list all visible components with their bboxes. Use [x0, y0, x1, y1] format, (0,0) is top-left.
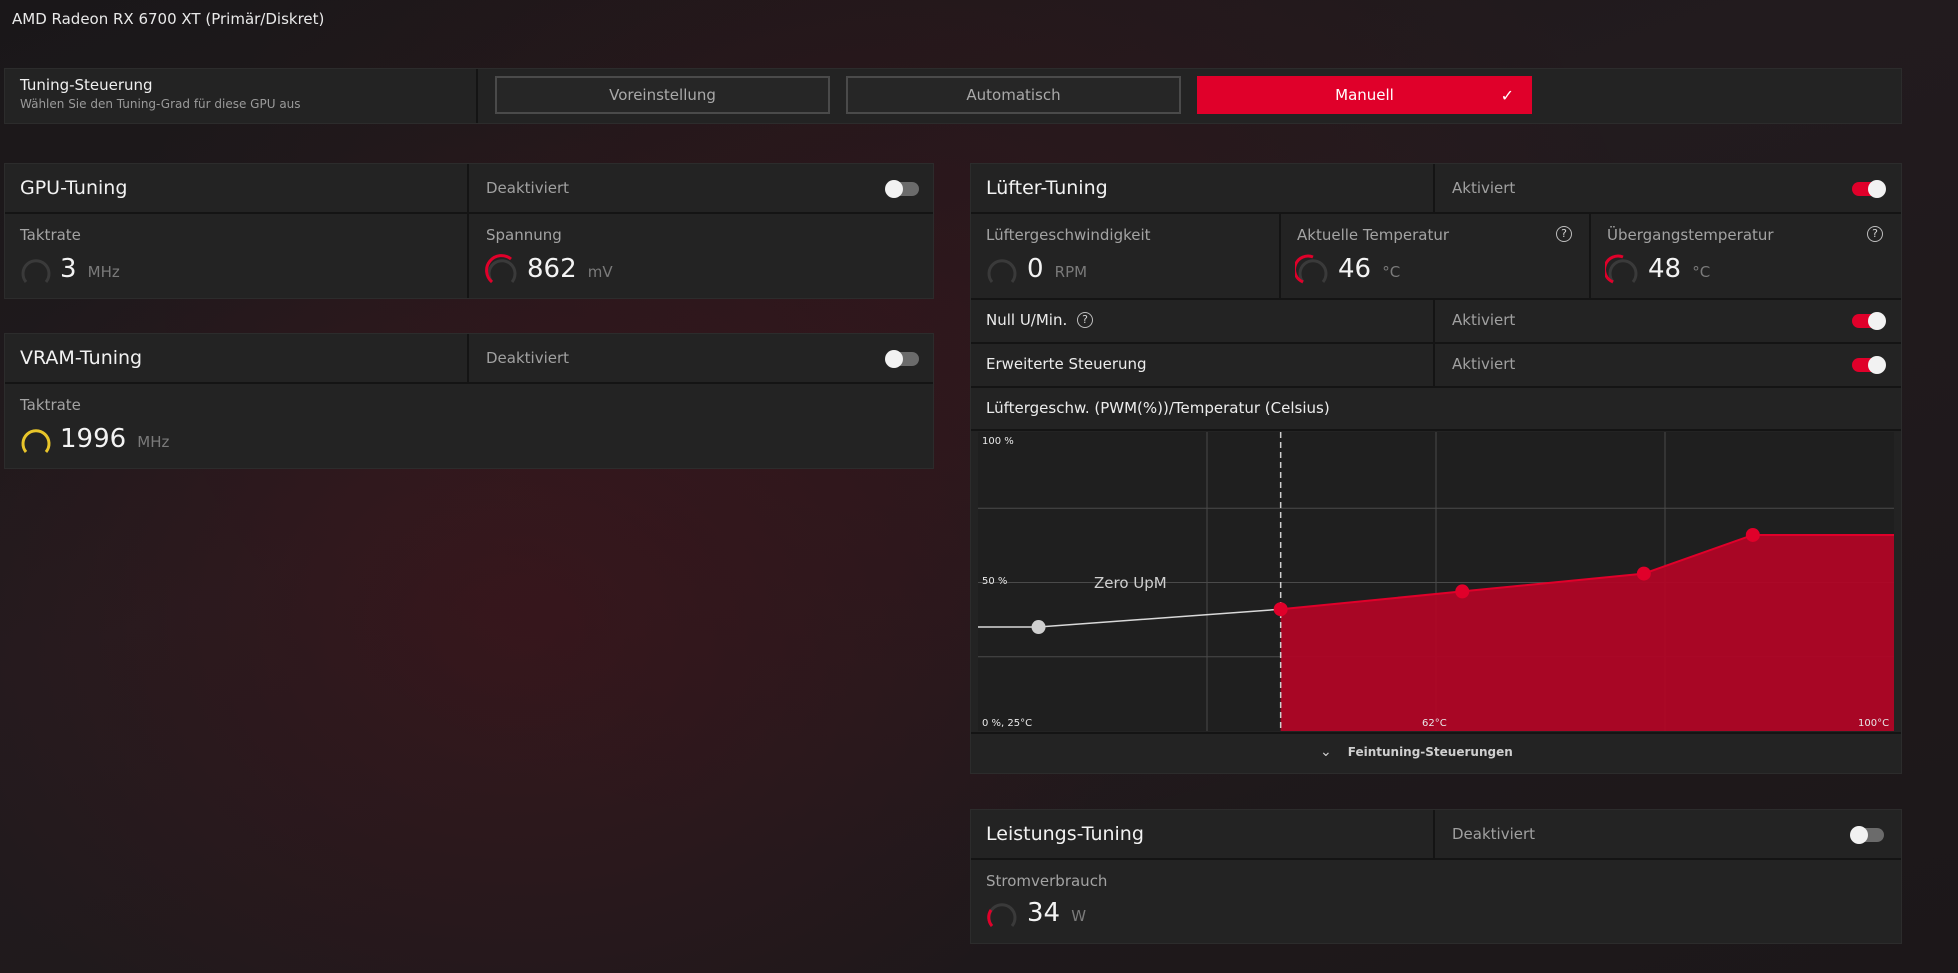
vram-clock-readout: 1996 MHz: [60, 424, 169, 454]
fan-curve-title: Lüftergeschw. (PWM(%))/Temperatur (Celsi…: [986, 399, 1330, 417]
advanced-control-toggle[interactable]: [1852, 356, 1886, 374]
chevron-down-icon: ⌄: [1320, 744, 1332, 760]
curve-point[interactable]: [1636, 566, 1651, 581]
mode-label: Automatisch: [966, 86, 1061, 104]
check-icon: ✓: [1500, 86, 1514, 105]
curve-point[interactable]: [1273, 602, 1288, 617]
vram-tuning-state: Deaktiviert: [486, 349, 570, 367]
gpu-name: AMD Radeon RX 6700 XT (Primär/Diskret): [12, 10, 325, 28]
fan-tuning-title: Lüfter-Tuning: [986, 177, 1108, 199]
gpu-clock-value: 3: [60, 254, 77, 284]
fan-speed-label: Lüftergeschwindigkeit: [986, 226, 1151, 244]
fan-curve-area: [1280, 534, 1894, 731]
fan-speed-value: 0: [1027, 254, 1044, 284]
fan-speed-unit: RPM: [1054, 263, 1088, 281]
gpu-tuning-title: GPU-Tuning: [20, 177, 128, 199]
fan-curve-chart[interactable]: 100 % 50 % 0 %, 25°C 62°C 100°C Zero UpM: [978, 432, 1894, 731]
vram-tuning-title: VRAM-Tuning: [20, 347, 143, 369]
power-value: 34: [1027, 898, 1061, 928]
tuning-control-text: Tuning-Steuerung Wählen Sie den Tuning-G…: [20, 76, 301, 111]
mode-button-voreinstellung[interactable]: Voreinstellung: [495, 76, 830, 114]
gpu-clock-unit: MHz: [87, 263, 120, 281]
tuning-control-subtitle: Wählen Sie den Tuning-Grad für diese GPU…: [20, 97, 301, 111]
mode-button-manuell[interactable]: Manuell ✓: [1197, 76, 1532, 114]
gpu-voltage-value: 862: [527, 254, 577, 284]
junction-temp-label: Übergangstemperatur: [1607, 226, 1774, 244]
vram-clock-label: Taktrate: [20, 396, 81, 414]
y-axis-top-label: 100 %: [982, 436, 1014, 447]
zero-rpm-toggle[interactable]: [1852, 312, 1886, 330]
power-tuning-state: Deaktiviert: [1452, 825, 1536, 843]
x-axis-end-label: 100°C: [1858, 718, 1889, 729]
fine-tuning-label: Feintuning-Steuerungen: [1347, 745, 1513, 759]
gpu-tuning-toggle[interactable]: [885, 180, 919, 198]
zero-rpm-state: Aktiviert: [1452, 311, 1516, 329]
gpu-tuning-card: [4, 163, 934, 299]
fan-tuning-toggle[interactable]: [1852, 180, 1886, 198]
junction-temp-readout: 48 °C: [1648, 254, 1710, 284]
mode-button-automatisch[interactable]: Automatisch: [846, 76, 1181, 114]
gpu-voltage-gauge-icon: [485, 254, 517, 284]
help-icon[interactable]: ?: [1867, 226, 1883, 242]
power-usage-label: Stromverbrauch: [986, 872, 1108, 890]
y-axis-mid-label: 50 %: [982, 576, 1007, 587]
tuning-control-title: Tuning-Steuerung: [20, 76, 153, 94]
gpu-clock-gauge-icon: [21, 259, 51, 283]
gpu-voltage-label: Spannung: [486, 226, 562, 244]
help-icon[interactable]: ?: [1556, 226, 1572, 242]
origin-label: 0 %, 25°C: [982, 718, 1032, 729]
junction-temp-value: 48: [1648, 254, 1682, 284]
gpu-tuning-state: Deaktiviert: [486, 179, 570, 197]
fan-speed-readout: 0 RPM: [1027, 254, 1087, 284]
zero-rpm-point[interactable]: [1031, 620, 1046, 635]
gpu-voltage-unit: mV: [587, 263, 613, 281]
vram-clock-value: 1996: [60, 424, 127, 454]
advanced-control-state: Aktiviert: [1452, 355, 1516, 373]
gpu-clock-label: Taktrate: [20, 226, 81, 244]
curve-point[interactable]: [1455, 584, 1470, 599]
current-temp-label: Aktuelle Temperatur: [1297, 226, 1450, 244]
junction-temp-unit: °C: [1692, 263, 1711, 281]
power-gauge-icon: [987, 903, 1017, 927]
current-temp-unit: °C: [1382, 263, 1401, 281]
current-temp-value: 46: [1338, 254, 1372, 284]
mode-label: Manuell: [1335, 86, 1394, 104]
current-temp-gauge-icon: [1295, 254, 1328, 284]
vram-clock-unit: MHz: [137, 433, 170, 451]
junction-temp-gauge-icon: [1605, 254, 1638, 284]
fan-speed-gauge-icon: [987, 259, 1017, 283]
mode-label: Voreinstellung: [609, 86, 716, 104]
fine-tuning-toggle-button[interactable]: ⌄ Feintuning-Steuerungen: [1320, 744, 1513, 760]
zero-rpm-label: Null U/Min.: [986, 311, 1068, 329]
curve-point[interactable]: [1745, 527, 1760, 542]
power-tuning-card: [970, 809, 1902, 944]
vram-clock-gauge-icon: [21, 429, 51, 453]
help-icon[interactable]: ?: [1077, 312, 1093, 328]
gpu-voltage-readout: 862 mV: [527, 254, 613, 284]
advanced-control-label: Erweiterte Steuerung: [986, 355, 1147, 373]
gpu-clock-readout: 3 MHz: [60, 254, 120, 284]
vram-tuning-card: [4, 333, 934, 469]
x-axis-mid-label: 62°C: [1422, 718, 1447, 729]
power-unit: W: [1071, 907, 1087, 925]
vram-tuning-toggle[interactable]: [885, 350, 919, 368]
power-readout: 34 W: [1027, 898, 1086, 928]
power-tuning-title: Leistungs-Tuning: [986, 823, 1144, 845]
fan-tuning-state: Aktiviert: [1452, 179, 1516, 197]
current-temp-readout: 46 °C: [1338, 254, 1400, 284]
power-tuning-toggle[interactable]: [1850, 826, 1884, 844]
zero-rpm-chart-label: Zero UpM: [1094, 574, 1167, 592]
